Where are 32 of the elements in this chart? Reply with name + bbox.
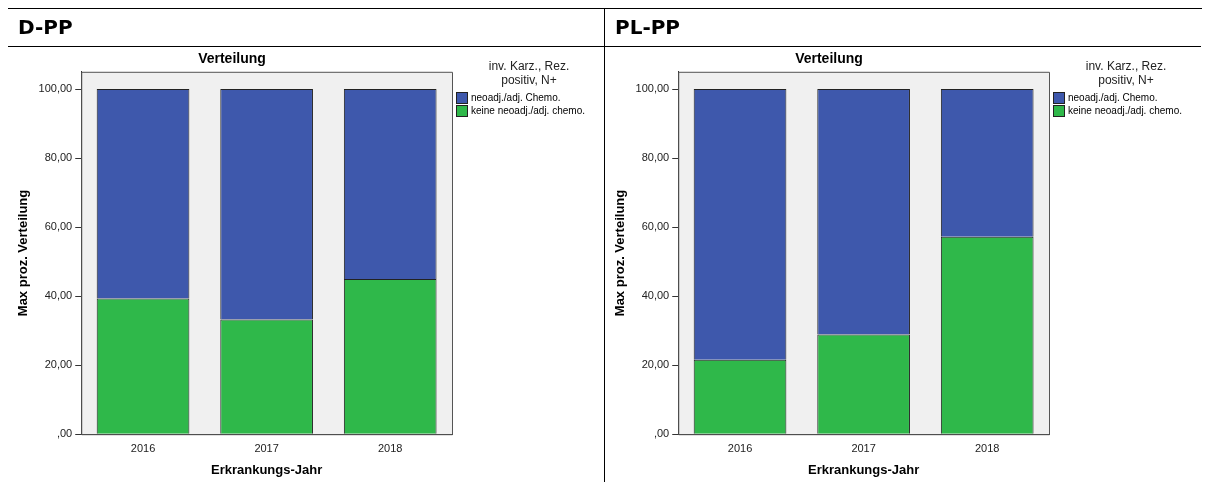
x-tick-label: 2016 <box>130 441 156 454</box>
y-tick-label: 20,00 <box>641 358 670 371</box>
chart-subtitle: Verteilung <box>198 50 266 67</box>
y-tick-label: 40,00 <box>641 289 670 302</box>
y-tick-label: 100,00 <box>38 82 73 95</box>
x-tick-label: 2018 <box>377 441 403 454</box>
y-tick-label: 80,00 <box>641 151 670 164</box>
chart-subtitle: Verteilung <box>795 50 863 67</box>
legend-title: inv. Karz., Rez. positiv, N+ <box>487 59 571 87</box>
y-tick-label: 80,00 <box>44 151 73 164</box>
y-tick-label: ,00 <box>56 427 73 440</box>
y-axis-title: Max proz. Verteilung <box>612 189 628 317</box>
legend-label: keine neoadj./adj. chemo. <box>471 104 585 117</box>
x-axis-title: Erkrankungs-Jahr <box>807 461 920 477</box>
y-tick-label: 20,00 <box>44 358 73 371</box>
text: neoadj./adj. Chemo. <box>1068 91 1158 104</box>
y-tick-label: 100,00 <box>635 82 670 95</box>
x-tick-label: 2017 <box>254 441 279 454</box>
x-tick-label: 2017 <box>851 441 876 454</box>
y-tick-label: 60,00 <box>641 220 670 233</box>
chart-title: PL-PP <box>605 9 1201 47</box>
y-tick-label: ,00 <box>653 427 670 440</box>
y-tick-label: 40,00 <box>44 289 73 302</box>
x-axis-title: Erkrankungs-Jahr <box>210 461 323 477</box>
x-tick-label: 2018 <box>974 441 1000 454</box>
legend-label: keine neoadj./adj. chemo. <box>1068 104 1182 117</box>
text: neoadj./adj. Chemo. <box>471 91 561 104</box>
x-tick-label: 2016 <box>727 441 753 454</box>
chart-title: D-PP <box>8 9 604 47</box>
y-tick-label: 60,00 <box>44 220 73 233</box>
y-axis-title: Max proz. Verteilung <box>15 189 31 317</box>
legend-title: inv. Karz., Rez. positiv, N+ <box>1084 59 1168 87</box>
